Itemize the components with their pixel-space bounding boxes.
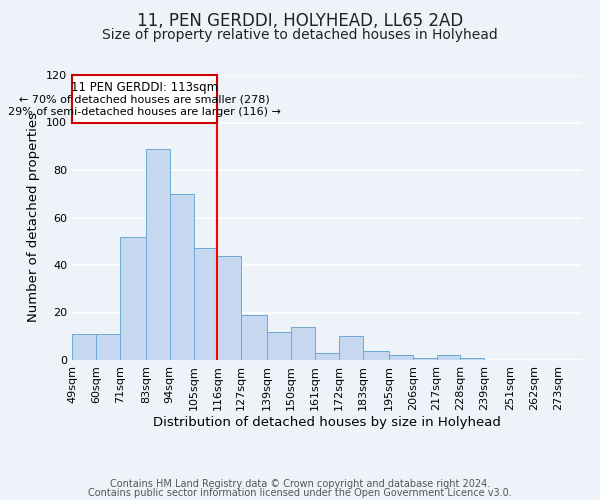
FancyBboxPatch shape	[72, 75, 217, 122]
Bar	[460, 358, 484, 360]
Text: Contains HM Land Registry data © Crown copyright and database right 2024.: Contains HM Land Registry data © Crown c…	[110, 479, 490, 489]
Bar	[315, 353, 339, 360]
Bar	[339, 336, 363, 360]
Bar	[96, 334, 120, 360]
Bar	[170, 194, 194, 360]
Bar	[194, 248, 217, 360]
Bar	[389, 355, 413, 360]
Bar	[241, 315, 268, 360]
Bar	[217, 256, 241, 360]
Bar	[268, 332, 291, 360]
X-axis label: Distribution of detached houses by size in Holyhead: Distribution of detached houses by size …	[153, 416, 501, 428]
Bar	[72, 334, 96, 360]
Text: 11 PEN GERDDI: 113sqm: 11 PEN GERDDI: 113sqm	[71, 81, 218, 94]
Bar	[363, 350, 389, 360]
Bar	[437, 355, 460, 360]
Y-axis label: Number of detached properties: Number of detached properties	[28, 112, 40, 322]
Bar	[120, 236, 146, 360]
Text: Size of property relative to detached houses in Holyhead: Size of property relative to detached ho…	[102, 28, 498, 42]
Text: Contains public sector information licensed under the Open Government Licence v3: Contains public sector information licen…	[88, 488, 512, 498]
Text: 29% of semi-detached houses are larger (116) →: 29% of semi-detached houses are larger (…	[8, 107, 281, 117]
Bar	[413, 358, 437, 360]
Text: ← 70% of detached houses are smaller (278): ← 70% of detached houses are smaller (27…	[19, 94, 270, 104]
Bar	[146, 148, 170, 360]
Bar	[291, 327, 315, 360]
Text: 11, PEN GERDDI, HOLYHEAD, LL65 2AD: 11, PEN GERDDI, HOLYHEAD, LL65 2AD	[137, 12, 463, 30]
